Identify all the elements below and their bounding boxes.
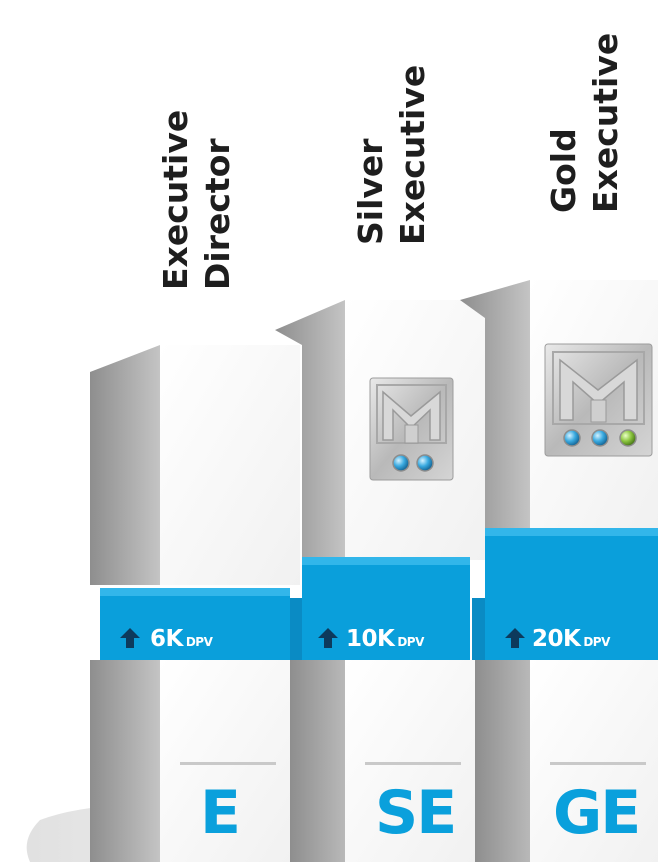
tier-title-line-1: Gold bbox=[544, 128, 583, 213]
tier-title-executive-director: Executive Director bbox=[155, 110, 239, 290]
step-2-lower-front bbox=[345, 660, 475, 862]
step-1-lower-side bbox=[90, 660, 160, 862]
step-1-lower-front bbox=[160, 660, 290, 862]
up-arrow-icon bbox=[318, 628, 338, 648]
dpv-unit: DPV bbox=[583, 635, 610, 649]
dpv-requirement-silver-executive: 10K DPV bbox=[346, 626, 424, 652]
dpv-requirement-executive-director: 6K DPV bbox=[150, 626, 213, 652]
tier-title-line-1: Executive bbox=[156, 109, 195, 290]
tier-title-gold-executive: Gold Executive bbox=[543, 33, 627, 213]
gold-executive-pin-icon bbox=[544, 343, 653, 457]
tier-title-line-2: Executive bbox=[586, 32, 625, 213]
dpv-value: 20K bbox=[532, 626, 581, 652]
dpv-unit: DPV bbox=[185, 635, 213, 649]
up-arrow-icon bbox=[505, 628, 525, 648]
tier-title-line-2: Director bbox=[198, 138, 237, 290]
up-arrow-icon bbox=[120, 628, 140, 648]
step-2-divider bbox=[365, 762, 461, 765]
step-1-upper-front bbox=[160, 345, 300, 585]
dpv-requirement-gold-executive: 20K DPV bbox=[532, 626, 610, 652]
step-3-divider bbox=[550, 762, 646, 765]
step-2-upper-side bbox=[275, 300, 345, 560]
step-3-upper-side bbox=[460, 280, 530, 530]
silver-executive-pin-icon bbox=[369, 377, 454, 481]
step-3-lower-side bbox=[475, 660, 545, 862]
tier-title-line-1: Silver bbox=[351, 138, 390, 245]
step-1-upper-side bbox=[90, 345, 160, 585]
rank-code-silver-executive: SE bbox=[375, 778, 457, 848]
rank-code-executive-director: E bbox=[200, 778, 241, 848]
tier-title-silver-executive: Silver Executive bbox=[350, 65, 434, 245]
step-1-blue-band bbox=[100, 588, 290, 660]
rank-code-gold-executive: GE bbox=[553, 778, 641, 848]
step-2-lower-side bbox=[290, 660, 360, 862]
dpv-value: 10K bbox=[346, 626, 395, 652]
dpv-unit: DPV bbox=[397, 635, 424, 649]
step-3-lower-front bbox=[530, 660, 658, 862]
tier-title-line-2: Executive bbox=[393, 64, 432, 245]
step-1-divider bbox=[180, 762, 276, 765]
dpv-value: 6K bbox=[150, 626, 183, 652]
